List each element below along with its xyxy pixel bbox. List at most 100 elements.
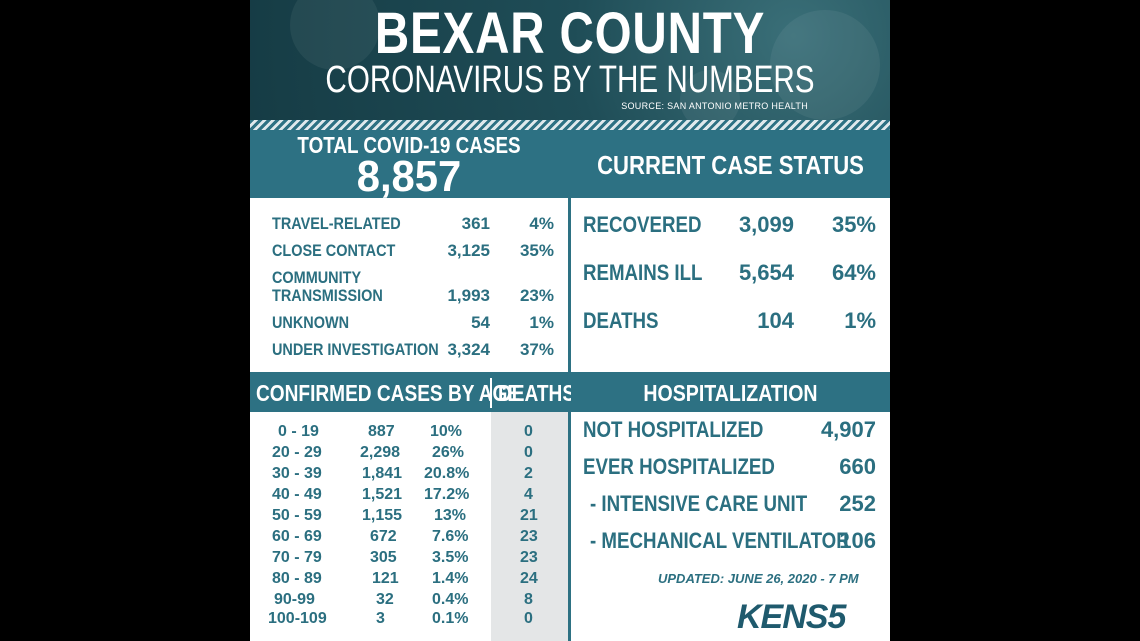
status-count: 5,654 [738,260,794,285]
age-deaths: 8 [524,591,533,608]
source-count: 361 [461,214,490,233]
total-cases-value: 8,857 [356,152,462,201]
age-pct: 10% [430,423,463,440]
hospitalization-label: HOSPITALIZATION [643,380,818,406]
hospitalization-row-label: NOT HOSPITALIZED [583,417,764,442]
age-count: 121 [372,570,399,587]
infographic-card: BEXAR COUNTY CORONAVIRUS BY THE NUMBERS … [250,0,890,641]
table-row: 20 - 29 2,298 26% 0 [250,442,568,463]
age-pct: 1.4% [432,570,469,587]
age-deaths: 23 [520,549,538,566]
age-pct: 17.2% [424,486,470,503]
age-pct: 26% [432,444,465,461]
age-deaths: 2 [524,465,533,482]
age-pct: 3.5% [432,549,469,566]
source-count: 3,125 [447,241,490,260]
status-label: DEATHS [583,308,659,333]
age-pct: 0.4% [432,591,469,608]
table-row: 0 - 19 887 10% 0 [250,421,568,442]
table-row: 60 - 69 672 7.6% 23 [250,526,568,547]
deaths-header-label: DEATHS [498,380,576,406]
age-table-header: CONFIRMED CASES BY AGE DEATHS [250,372,575,412]
age-count: 887 [368,423,395,440]
status-pct: 1% [844,308,876,333]
age-range: 60 - 69 [272,528,322,545]
age-count: 32 [376,591,394,608]
updated-timestamp: UPDATED: JUNE 26, 2020 - 7 PM [658,571,859,586]
page-title: BEXAR COUNTY [374,1,766,66]
source-count: 1,993 [447,286,490,305]
age-pct: 20.8% [424,465,470,482]
age-pct: 0.1% [432,610,469,627]
source-pct: 37% [519,340,554,359]
age-deaths: 0 [524,444,533,461]
source-label: UNDER INVESTIGATION [272,340,439,359]
age-deaths: 21 [520,507,538,524]
hospitalization-row-label: - MECHANICAL VENTILATOR [590,528,850,553]
header-separator [490,378,492,408]
source-count: 54 [471,313,490,332]
age-pct: 7.6% [432,528,469,545]
table-row: 80 - 89 121 1.4% 24 [250,568,568,589]
source-label: UNKNOWN [272,313,350,332]
table-row: 70 - 79 305 3.5% 23 [250,547,568,568]
source-label: TRAVEL-RELATED [272,214,401,233]
age-deaths: 0 [524,610,533,627]
status-label: REMAINS ILL [583,260,703,285]
age-count: 305 [370,549,397,566]
logo-text: KENS5 [737,598,846,636]
deaths-column-bg [491,412,568,641]
status-label: RECOVERED [583,212,702,237]
status-pct: 35% [831,212,876,237]
source-pct: 23% [519,286,554,305]
age-deaths: 23 [520,528,538,545]
age-deaths: 4 [524,486,533,503]
age-range: 90-99 [274,591,315,608]
hospitalization-row-count: 106 [839,528,876,553]
age-count: 2,298 [360,444,401,461]
table-row: 40 - 49 1,521 17.2% 4 [250,484,568,505]
age-count: 1,155 [362,507,403,524]
source-pct: 35% [519,241,554,260]
age-pct: 13% [434,507,467,524]
hospitalization-row-label: - INTENSIVE CARE UNIT [590,491,808,516]
case-status-header: CURRENT CASE STATUS [571,130,890,198]
source-pct: 4% [529,214,554,233]
divider-stripe [250,120,890,130]
age-range: 30 - 39 [272,465,322,482]
age-range: 0 - 19 [278,423,319,440]
source-label-line2: TRANSMISSION [272,286,383,305]
age-deaths: 24 [520,570,538,587]
age-count: 1,521 [362,486,403,503]
status-pct: 64% [831,260,876,285]
hospitalization-row-count: 660 [839,454,876,479]
hospitalization-row-count: 252 [839,491,876,516]
case-status-label: CURRENT CASE STATUS [597,150,864,180]
total-cases-box: TOTAL COVID-19 CASES 8,857 [250,130,568,201]
age-header-label: CONFIRMED CASES BY AGE [256,380,521,406]
age-range: 80 - 89 [272,570,322,587]
table-row: 100-109 3 0.1% 0 [250,608,568,629]
age-range: 20 - 29 [272,444,322,461]
total-cases-label: TOTAL COVID-19 CASES [297,132,521,158]
source-pct: 1% [529,313,554,332]
hospitalization-row-label: EVER HOSPITALIZED [583,454,775,479]
column-divider [568,130,571,641]
source-count: 3,324 [447,340,490,359]
source-note: SOURCE: SAN ANTONIO METRO HEALTH [621,101,808,111]
header-banner: BEXAR COUNTY CORONAVIRUS BY THE NUMBERS … [250,0,890,130]
hospitalization-header: HOSPITALIZATION [571,372,890,412]
source-label: CLOSE CONTACT [272,241,396,260]
age-range: 70 - 79 [272,549,322,566]
table-row: 90-99 32 0.4% 8 [250,589,568,610]
age-range: 50 - 59 [272,507,322,524]
table-row: 30 - 39 1,841 20.8% 2 [250,463,568,484]
hospitalization-row-count: 4,907 [820,417,876,442]
age-count: 1,841 [362,465,403,482]
table-row: 50 - 59 1,155 13% 21 [250,505,568,526]
page-subtitle: CORONAVIRUS BY THE NUMBERS [325,59,815,101]
source-label: COMMUNITY [272,268,362,287]
status-count: 3,099 [738,212,794,237]
age-count: 672 [370,528,397,545]
age-range: 100-109 [268,610,327,627]
